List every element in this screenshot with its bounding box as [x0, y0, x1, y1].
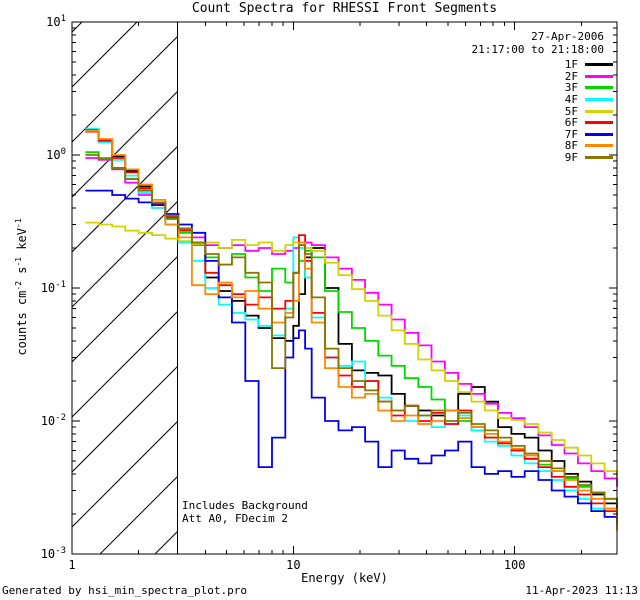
y-tick-label: 100 [46, 147, 66, 162]
legend-label: 9F [564, 151, 578, 165]
observation-date: 27-Apr-2006 [531, 30, 604, 43]
x-tick-label: 1 [68, 558, 75, 572]
legend-swatch [585, 132, 613, 136]
plot-frame [71, 21, 618, 555]
legend: 1F 2F 3F 4F 5F 6F 7F 8F 9F [565, 59, 613, 163]
series-9F-line [85, 154, 618, 506]
legend-label: 3F [564, 81, 578, 95]
legend-item-6F: 6F [565, 117, 613, 129]
legend-swatch [585, 86, 613, 90]
plot-title: Count Spectra for RHESSI Front Segments [191, 1, 498, 16]
footer-timestamp: 11-Apr-2023 11:13 [525, 584, 638, 597]
legend-item-8F: 8F [565, 140, 613, 152]
y-tick-label: 10-2 [41, 413, 66, 428]
footer-generator-note: Generated by hsi_min_spectra_plot.pro [2, 584, 248, 597]
legend-item-2F: 2F [565, 71, 613, 83]
legend-item-9F: 9F [565, 152, 613, 164]
legend-label: 2F [564, 69, 578, 83]
y-tick-label: 10-3 [41, 546, 66, 561]
legend-label: 4F [564, 93, 578, 107]
observation-info: 27-Apr-2006 21:17:00 to 21:18:00 [472, 30, 604, 56]
legend-item-7F: 7F [565, 129, 613, 141]
data-series [85, 127, 618, 531]
plot-annotation: Includes Background Att A0, FDecim 2 [182, 499, 308, 525]
series-7F-line [85, 189, 618, 524]
legend-item-3F: 3F [565, 82, 613, 94]
x-tick-label: 10 [286, 558, 300, 572]
series-5F-line [85, 221, 618, 479]
legend-swatch [585, 121, 613, 125]
legend-label: 5F [564, 104, 578, 118]
legend-label: 6F [564, 116, 578, 130]
axis-tick-labels: 1 10 100 10-3 10-2 10-1 100 101 [41, 14, 526, 572]
y-tick-label: 101 [46, 14, 66, 29]
legend-swatch [585, 144, 613, 148]
x-tick-label: 100 [504, 558, 526, 572]
legend-label: 8F [564, 139, 578, 153]
axis-ticks [71, 21, 617, 555]
x-axis-label: Energy (keV) [301, 571, 388, 585]
legend-swatch [585, 98, 613, 102]
legend-swatch [585, 156, 613, 160]
legend-item-5F: 5F [565, 105, 613, 117]
hatch-region [72, 22, 178, 554]
observation-time-range: 21:17:00 to 21:18:00 [471, 43, 604, 56]
legend-swatch [585, 63, 613, 67]
legend-label: 1F [564, 58, 578, 72]
annotation-background: Includes Background [182, 499, 308, 512]
legend-label: 7F [564, 127, 578, 141]
series-8F-line [85, 129, 618, 531]
legend-item-1F: 1F [565, 59, 613, 71]
annotation-attenuator: Att A0, FDecim 2 [182, 511, 288, 525]
y-axis-label: counts cm-2 s-1 keV-1 [14, 218, 29, 356]
y-tick-label: 10-1 [41, 280, 66, 295]
legend-swatch [585, 109, 613, 113]
legend-item-4F: 4F [565, 94, 613, 106]
legend-swatch [585, 74, 613, 78]
